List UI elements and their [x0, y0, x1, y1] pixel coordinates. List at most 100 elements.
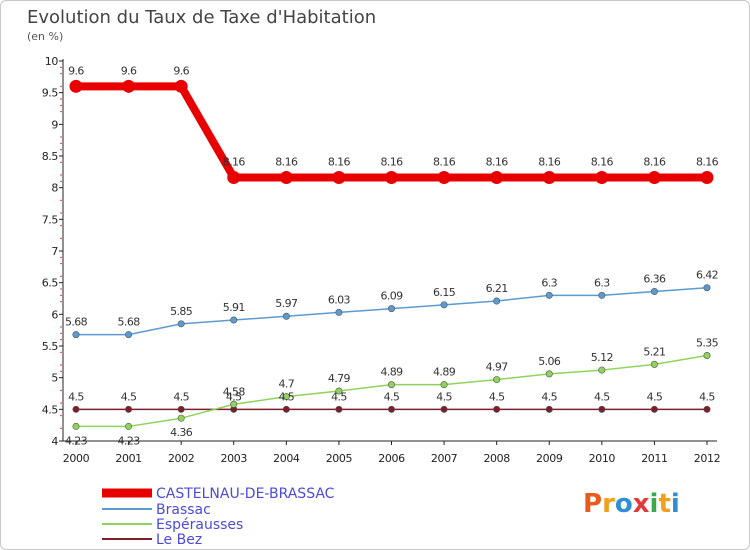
x-tick-label: 2008 — [483, 452, 510, 465]
data-label: 8.16 — [696, 156, 719, 169]
data-label: 4.5 — [278, 390, 294, 403]
chart-title: Evolution du Taux de Taxe d'Habitation — [27, 7, 377, 28]
legend-label: Brassac — [156, 502, 211, 518]
data-point — [440, 381, 448, 389]
data-label: 5.68 — [118, 316, 141, 329]
data-label: 4.5 — [436, 390, 452, 403]
legend-label: Espérausses — [156, 517, 243, 533]
data-label: 4.5 — [699, 390, 715, 403]
data-point — [72, 422, 80, 430]
data-label: 6.03 — [328, 293, 351, 306]
data-label: 4.89 — [380, 366, 403, 379]
data-label: 6.3 — [594, 276, 610, 289]
data-label: 4.5 — [226, 390, 242, 403]
y-tick-label: 5.5 — [42, 340, 59, 353]
x-tick-label: 2000 — [63, 452, 90, 465]
data-label: 4.5 — [541, 390, 557, 403]
data-label: 5.06 — [538, 355, 561, 368]
proxiti-logo: Proxiti — [583, 489, 680, 519]
data-point — [230, 316, 238, 324]
data-point — [177, 414, 185, 422]
data-label: 4.5 — [647, 390, 663, 403]
legend-label: Le Bez — [156, 532, 202, 548]
data-point — [545, 405, 553, 413]
data-label: 9.6 — [173, 64, 189, 77]
data-label: 4.7 — [278, 378, 294, 391]
y-tick-label: 10 — [45, 55, 59, 68]
data-label: 8.16 — [380, 156, 403, 169]
data-label: 5.91 — [223, 301, 245, 314]
data-label: 8.16 — [486, 156, 509, 169]
data-label: 6.15 — [433, 286, 456, 299]
data-label: 6.42 — [696, 269, 718, 282]
y-tick-label: 4.5 — [42, 403, 59, 416]
data-label: 6.09 — [380, 290, 403, 303]
data-label: 4.89 — [433, 366, 456, 379]
x-tick-label: 2002 — [168, 452, 194, 465]
data-point — [387, 305, 395, 313]
data-label: 4.97 — [486, 361, 509, 374]
data-point — [335, 405, 343, 413]
y-tick-label: 6.5 — [42, 277, 59, 290]
data-point — [385, 171, 398, 185]
data-point — [650, 360, 658, 368]
data-point — [650, 405, 658, 413]
data-point — [125, 331, 133, 339]
data-point — [493, 297, 501, 305]
y-tick-label: 8 — [51, 182, 58, 195]
data-label: 8.16 — [328, 156, 351, 169]
data-point — [282, 393, 290, 401]
data-label: 4.5 — [489, 390, 505, 403]
data-point — [437, 171, 451, 185]
data-label: 5.21 — [643, 345, 665, 358]
data-point — [122, 79, 136, 93]
data-label: 4.23 — [118, 434, 141, 447]
y-tick-label: 7.5 — [42, 213, 59, 226]
data-point — [177, 405, 185, 413]
data-label: 4.5 — [68, 390, 84, 403]
data-label: 5.68 — [65, 316, 88, 329]
data-point — [598, 366, 606, 374]
data-point — [282, 312, 290, 320]
y-tick-label: 5 — [51, 372, 58, 385]
data-point — [650, 288, 658, 296]
data-point — [230, 400, 238, 408]
data-label: 8.16 — [538, 156, 561, 169]
y-unit-label: (en %) — [27, 30, 64, 43]
logo-letter: i — [670, 489, 680, 519]
data-point — [335, 308, 343, 316]
data-label: 6.21 — [486, 282, 508, 295]
x-tick-label: 2012 — [694, 452, 720, 465]
data-point — [387, 381, 395, 389]
data-point — [542, 171, 556, 185]
data-point — [703, 405, 711, 413]
legend-label: CASTELNAU-DE-BRASSAC — [156, 486, 335, 502]
data-point — [490, 171, 504, 185]
data-point — [700, 171, 714, 185]
x-tick-label: 2007 — [431, 452, 458, 465]
data-point — [545, 370, 553, 378]
data-label: 4.5 — [384, 390, 400, 403]
logo-letter: P — [583, 489, 603, 519]
legend: CASTELNAU-DE-BRASSACBrassacEspéraussesLe… — [102, 486, 335, 548]
data-label: 8.16 — [223, 156, 246, 169]
data-point — [493, 405, 501, 413]
y-tick-label: 9 — [51, 118, 58, 131]
data-point — [440, 405, 448, 413]
data-point — [227, 171, 241, 185]
data-point — [282, 405, 290, 413]
y-tick-label: 7 — [51, 245, 58, 258]
data-label: 4.5 — [121, 390, 137, 403]
data-point — [332, 171, 346, 185]
data-label: 4.5 — [594, 390, 610, 403]
x-tick-label: 2005 — [326, 452, 353, 465]
data-label: 6.36 — [643, 273, 666, 286]
data-point — [703, 351, 711, 359]
data-point — [69, 79, 83, 93]
data-label: 5.97 — [275, 297, 298, 310]
data-label: 4.5 — [331, 390, 347, 403]
logo-letter: t — [658, 489, 671, 519]
data-label: 5.12 — [591, 351, 613, 364]
data-point — [545, 291, 553, 299]
